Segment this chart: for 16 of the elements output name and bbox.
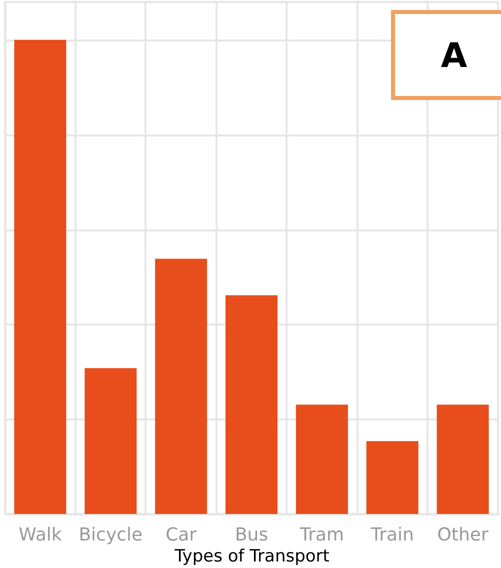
x-tick-label: Car bbox=[166, 524, 198, 546]
x-tick-label: Bicycle bbox=[78, 524, 143, 546]
bar bbox=[155, 258, 208, 514]
bar bbox=[366, 441, 418, 514]
bar bbox=[436, 404, 489, 514]
x-tick-label: Other bbox=[437, 524, 489, 546]
annotation: A bbox=[440, 36, 468, 76]
x-tick-label: Bus bbox=[234, 524, 268, 546]
x-tick-label: Walk bbox=[18, 524, 62, 546]
bar bbox=[226, 295, 278, 514]
bar bbox=[296, 404, 348, 514]
x-tick-label: Tram bbox=[298, 524, 344, 546]
bar bbox=[14, 40, 66, 514]
x-axis-title: Types of Transport bbox=[174, 546, 330, 566]
bar bbox=[84, 368, 137, 514]
x-tick-label: Train bbox=[370, 524, 414, 546]
